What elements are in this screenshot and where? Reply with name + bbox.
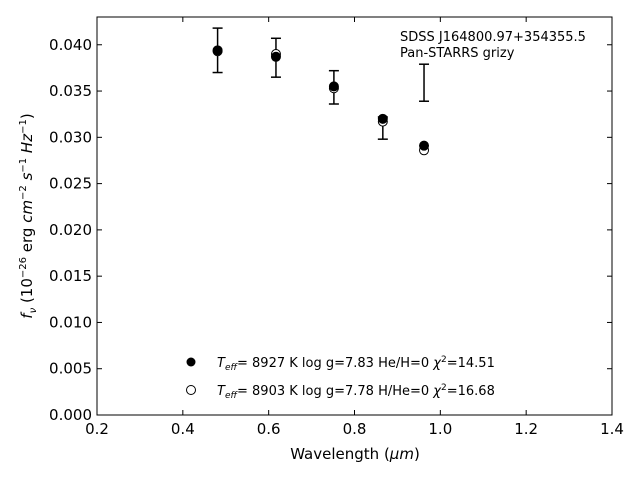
annotation-object-name: SDSS J164800.97+354355.5 [400,30,586,45]
model-point-filled [419,140,430,151]
y-axis-label: fν (10−26 erg cm−2 s−1 Hz−1) [18,113,39,318]
model-point-filled [328,81,339,92]
legend-marker-filled [186,357,196,367]
legend: Teff= 8927 K log g=7.83 He/H=0 χ2=14.51 … [186,355,495,401]
x-tick-label: 0.8 [343,420,367,438]
y-tick-label: 0.015 [49,267,92,285]
x-tick-label: 1.0 [428,420,452,438]
x-tick-label: 0.2 [85,420,109,438]
axis-ticks: 0.2 0.4 0.6 0.8 1.0 1.2 1.4 0.000 0.005 0.010 0.01… [49,17,624,438]
y-tick-label: 0.025 [49,175,92,193]
x-tick-label: 0.4 [171,420,195,438]
x-tick-label: 1.4 [600,420,624,438]
y-tick-label: 0.010 [49,313,92,331]
legend-entry-1: Teff= 8927 K log g=7.83 He/H=0 χ2=14.51 [217,355,495,373]
model-point-filled [270,51,281,62]
error-bars [212,27,430,140]
x-axis-label: Wavelength (μm) [290,445,420,463]
legend-marker-open [186,385,196,395]
model-point-filled [212,45,223,56]
annotation-survey-name: Pan-STARRS grizy [400,46,515,61]
y-tick-label: 0.020 [49,221,92,239]
x-tick-label: 0.6 [257,420,281,438]
y-tick-label: 0.030 [49,128,92,146]
y-tick-label: 0.035 [49,82,92,100]
data-points [212,45,430,156]
y-tick-label: 0.000 [49,406,92,424]
legend-entry-2: Teff= 8903 K log g=7.78 H/He=0 χ2=16.68 [217,383,495,401]
y-tick-label: 0.005 [49,360,92,378]
x-tick-label: 1.2 [514,420,538,438]
error-bar [419,63,430,102]
y-tick-label: 0.040 [49,36,92,54]
model-point-filled [377,113,388,124]
